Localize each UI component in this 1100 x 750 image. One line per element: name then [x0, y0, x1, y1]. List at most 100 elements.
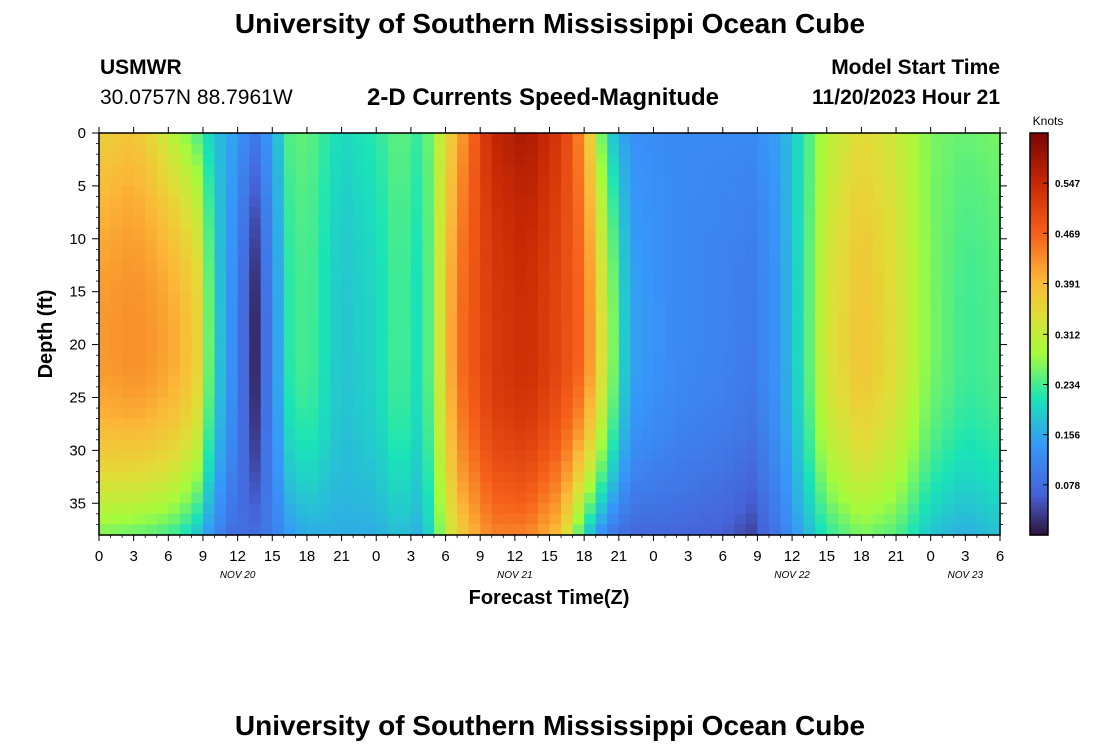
heatmap-cell: [503, 164, 516, 176]
heatmap-cell: [237, 513, 250, 526]
heatmap-cell: [803, 238, 816, 250]
heatmap-cell: [549, 281, 562, 293]
heatmap-cell: [330, 344, 343, 356]
heatmap-cell: [295, 164, 308, 176]
heatmap-cell: [711, 238, 724, 250]
heatmap-cell: [468, 312, 481, 325]
heatmap-cell: [191, 185, 204, 198]
heatmap-cell: [838, 482, 851, 494]
heatmap-cell: [491, 355, 504, 367]
heatmap-cell: [768, 259, 782, 272]
heatmap-cell: [145, 185, 158, 198]
heatmap-cell: [595, 503, 608, 515]
heatmap-cell: [122, 185, 135, 198]
heatmap-cell: [503, 365, 516, 377]
heatmap-cell: [838, 154, 851, 166]
heatmap-cell: [722, 249, 735, 261]
heatmap-cell: [572, 164, 585, 176]
heatmap-cell: [168, 175, 181, 187]
heatmap-cell: [618, 164, 631, 176]
heatmap-cell: [306, 228, 320, 240]
heatmap-cell: [480, 482, 493, 494]
heatmap-cell: [353, 397, 366, 409]
heatmap-cell: [353, 291, 366, 303]
heatmap-cell: [884, 207, 897, 219]
colorbar-segment: [1030, 501, 1048, 506]
heatmap-cell: [965, 217, 978, 229]
heatmap-cell: [919, 175, 932, 187]
heatmap-cell: [896, 196, 909, 208]
colorbar-segment: [1030, 159, 1048, 164]
heatmap-cell: [341, 133, 354, 145]
heatmap-cell: [722, 238, 735, 250]
heatmap-cell: [353, 503, 366, 515]
heatmap-cell: [607, 439, 620, 451]
heatmap-cell: [99, 207, 112, 219]
colorbar-segment: [1030, 136, 1048, 141]
heatmap-cell: [872, 334, 886, 346]
heatmap-cell: [861, 259, 874, 272]
heatmap-cell: [433, 217, 447, 229]
heatmap-cell: [584, 238, 597, 250]
heatmap-cell: [757, 238, 770, 250]
colorbar-segment: [1030, 511, 1048, 516]
heatmap-cell: [226, 439, 239, 451]
heatmap-cell: [711, 154, 724, 166]
heatmap-cell: [872, 154, 886, 166]
heatmap-cell: [803, 143, 816, 155]
heatmap-cell: [110, 386, 123, 399]
heatmap-cell: [665, 259, 678, 272]
heatmap-cell: [584, 503, 597, 515]
heatmap-cell: [815, 133, 828, 145]
heatmap-cell: [249, 524, 262, 536]
heatmap-cell: [768, 249, 782, 261]
heatmap-cell: [318, 513, 331, 526]
heatmap-cell: [353, 185, 366, 198]
heatmap-cell: [202, 238, 216, 250]
heatmap-cell: [491, 376, 504, 388]
heatmap-cell: [641, 524, 655, 536]
heatmap-cell: [953, 408, 966, 420]
heatmap-cell: [618, 175, 631, 187]
heatmap-cell: [584, 143, 597, 155]
heatmap-cell: [156, 344, 169, 356]
y-tick-label: 15: [69, 284, 86, 301]
heatmap-cell: [861, 439, 874, 451]
heatmap-cell: [896, 365, 909, 377]
heatmap-cell: [711, 207, 724, 219]
heatmap-cell: [433, 238, 447, 250]
heatmap-cell: [919, 355, 932, 367]
heatmap-cell: [965, 259, 978, 272]
heatmap-cell: [283, 386, 296, 399]
heatmap-cell: [676, 344, 689, 356]
heatmap-cell: [884, 365, 897, 377]
heatmap-cell: [260, 524, 273, 536]
heatmap-cell: [226, 143, 239, 155]
heatmap-cell: [803, 460, 816, 473]
heatmap-cell: [688, 238, 701, 250]
heatmap-cell: [976, 471, 990, 483]
heatmap-cell: [976, 185, 990, 198]
heatmap-cell: [676, 154, 689, 166]
heatmap-cell: [514, 524, 527, 536]
heatmap-cell: [457, 386, 470, 399]
y-tick-label: 25: [69, 389, 86, 406]
heatmap-cell: [561, 439, 574, 451]
heatmap-cell: [433, 302, 447, 314]
heatmap-cell: [133, 524, 146, 536]
heatmap-cell: [214, 429, 227, 441]
heatmap-cell: [457, 524, 470, 536]
x-axis-label: Forecast Time(Z): [469, 587, 630, 609]
heatmap-cell: [688, 450, 701, 462]
heatmap-cell: [110, 439, 123, 451]
heatmap-cell: [202, 249, 216, 261]
heatmap-cell: [214, 513, 227, 526]
heatmap-cell: [595, 429, 608, 441]
heatmap-cell: [399, 418, 412, 430]
heatmap-cell: [584, 334, 597, 346]
heatmap-cell: [341, 323, 354, 335]
heatmap-cell: [202, 259, 216, 272]
heatmap-cell: [630, 228, 643, 240]
heatmap-cell: [561, 217, 574, 229]
heatmap-cell: [272, 344, 285, 356]
